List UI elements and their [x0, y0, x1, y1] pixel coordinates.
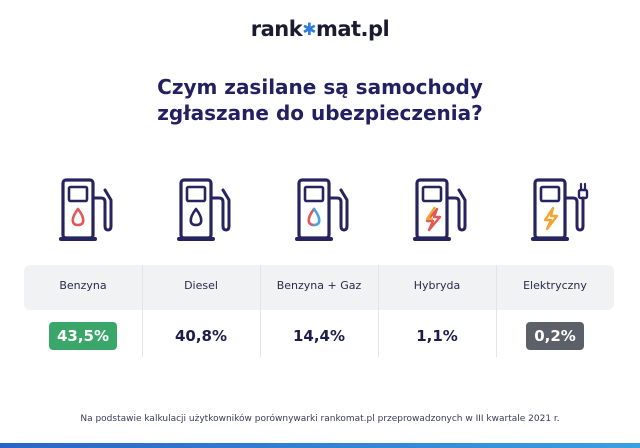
fuel-pump-navy-drop-icon: [175, 176, 235, 246]
value-label: 43,5%: [48, 322, 118, 350]
logo-star-icon: ✱: [302, 20, 316, 40]
fuel-pump-dual-drop-icon: [293, 176, 353, 246]
title-line-1: Czym zasilane są samochody: [157, 75, 483, 99]
bottom-accent-bar: [0, 443, 640, 448]
value-cell: 14,4%: [260, 322, 378, 350]
value-cell: 0,2%: [496, 322, 614, 350]
column-separator: [260, 265, 261, 357]
column-separator: [142, 265, 143, 357]
fuel-pump-bolt-icon: [411, 176, 471, 246]
category-label: Diesel: [184, 279, 218, 292]
value-label: 0,2%: [526, 322, 584, 350]
fuel-pump-red-drop-icon: [57, 176, 117, 246]
value-cell: 43,5%: [24, 322, 142, 350]
value-cell: 40,8%: [142, 322, 260, 350]
column-separator: [496, 265, 497, 357]
rankomat-logo: rank✱mat.pl: [0, 17, 640, 41]
category-label: Benzyna: [59, 279, 107, 292]
value-label: 1,1%: [416, 327, 458, 345]
footnote: Na podstawie kalkulacji użytkowników por…: [80, 414, 560, 424]
value-label: 40,8%: [174, 327, 228, 345]
page-title: Czym zasilane są samochody zgłaszane do …: [0, 74, 640, 126]
logo-text-end: mat.pl: [315, 17, 390, 41]
value-label: 14,4%: [292, 327, 346, 345]
category-header-band: [24, 265, 614, 310]
logo-text-start: rank: [250, 17, 303, 41]
title-line-2: zgłaszane do ubezpieczenia?: [157, 101, 483, 125]
fuel-icons-row: [24, 176, 614, 248]
value-cell: 1,1%: [378, 322, 496, 350]
column-separator: [378, 265, 379, 357]
charger-bolt-plug-icon: [529, 176, 589, 246]
category-label: Benzyna + Gaz: [276, 279, 362, 292]
category-label: Hybryda: [413, 279, 461, 292]
category-label: Elektryczny: [523, 279, 587, 292]
